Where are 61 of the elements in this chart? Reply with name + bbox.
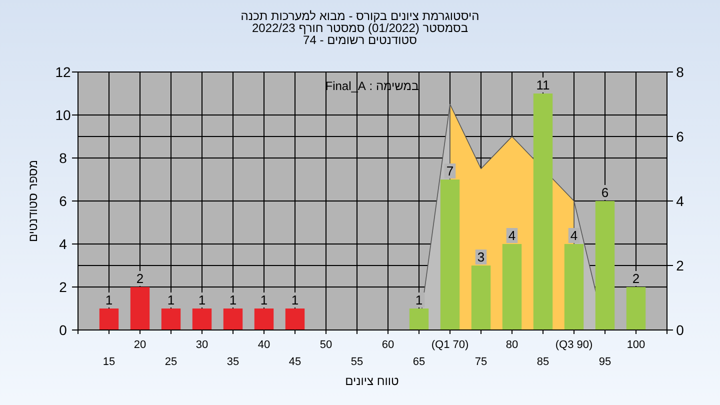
x-tick-label: 60 <box>382 339 394 351</box>
data-label: 1 <box>260 292 268 308</box>
y2-tick-label: 4 <box>676 193 684 209</box>
x-tick-label: 50 <box>320 339 332 351</box>
data-label: 4 <box>508 228 516 243</box>
bar <box>130 287 150 330</box>
y2-tick-label: 2 <box>676 258 684 274</box>
y-tick-label: 10 <box>55 107 71 123</box>
y2-tick-label: 8 <box>676 64 684 80</box>
y-tick-label: 2 <box>59 279 68 295</box>
x-tick-label: 25 <box>164 356 178 368</box>
x-tick-label: 35 <box>226 356 240 368</box>
y2-tick-label: 0 <box>676 322 684 338</box>
data-label: 1 <box>105 292 113 308</box>
data-label: 4 <box>570 228 578 243</box>
bar <box>192 308 212 330</box>
data-label: 1 <box>229 292 237 308</box>
bar <box>161 308 181 330</box>
y-tick-label: 12 <box>55 64 71 80</box>
bar <box>285 308 305 330</box>
data-label: 6 <box>601 185 609 200</box>
x-tick-label: 85 <box>536 356 550 368</box>
x-tick-label: 95 <box>598 356 612 368</box>
bar <box>533 94 553 330</box>
y-tick-label: 8 <box>59 150 68 166</box>
x-tick-label: 20 <box>134 339 146 351</box>
x-tick-label: 45 <box>288 356 302 368</box>
x-tick-label: 100 <box>626 339 646 351</box>
bar <box>626 287 646 330</box>
x-tick-label: 30 <box>196 339 208 351</box>
bar <box>502 244 522 330</box>
x-tick-label: (Q3 90) <box>555 339 593 351</box>
data-label: 1 <box>167 292 175 308</box>
data-label: 3 <box>477 250 485 264</box>
x-tick-label: 65 <box>412 356 426 368</box>
bar <box>409 308 429 330</box>
x-tick-label: 15 <box>102 356 116 368</box>
y-tick-label: 4 <box>59 236 68 252</box>
y-axis-title: מספר סטודנטים <box>26 160 40 242</box>
x-tick-label: (Q1 70) <box>431 339 469 351</box>
bar <box>99 308 119 330</box>
chart-title: היסטוגרמת ציונים בקורס - מבוא למערכות תכנה <box>240 9 480 23</box>
bar <box>471 266 491 330</box>
x-tick-label: 75 <box>474 356 488 368</box>
y-tick-label: 6 <box>59 193 68 209</box>
data-label: 2 <box>632 271 640 286</box>
data-label: 1 <box>198 292 206 308</box>
data-label: 2 <box>136 271 144 286</box>
x-axis-title: טווח ציונים <box>345 374 400 388</box>
x-tick-label: 40 <box>258 339 270 351</box>
data-label: 1 <box>415 292 423 308</box>
data-label: 11 <box>536 78 550 92</box>
data-label: 1 <box>291 292 299 308</box>
data-label: 7 <box>446 164 454 178</box>
chart-subtitle: בסמסטר (01/2022) סמסטר חורף 2022/23 סטודנטים רשומים - 74 <box>252 21 468 47</box>
bar <box>223 308 243 330</box>
bar <box>254 308 274 330</box>
x-tick-label: 80 <box>506 339 518 351</box>
y2-tick-label: 6 <box>676 128 684 144</box>
x-tick-label: 55 <box>350 356 364 368</box>
y-tick-label: 0 <box>59 322 68 338</box>
